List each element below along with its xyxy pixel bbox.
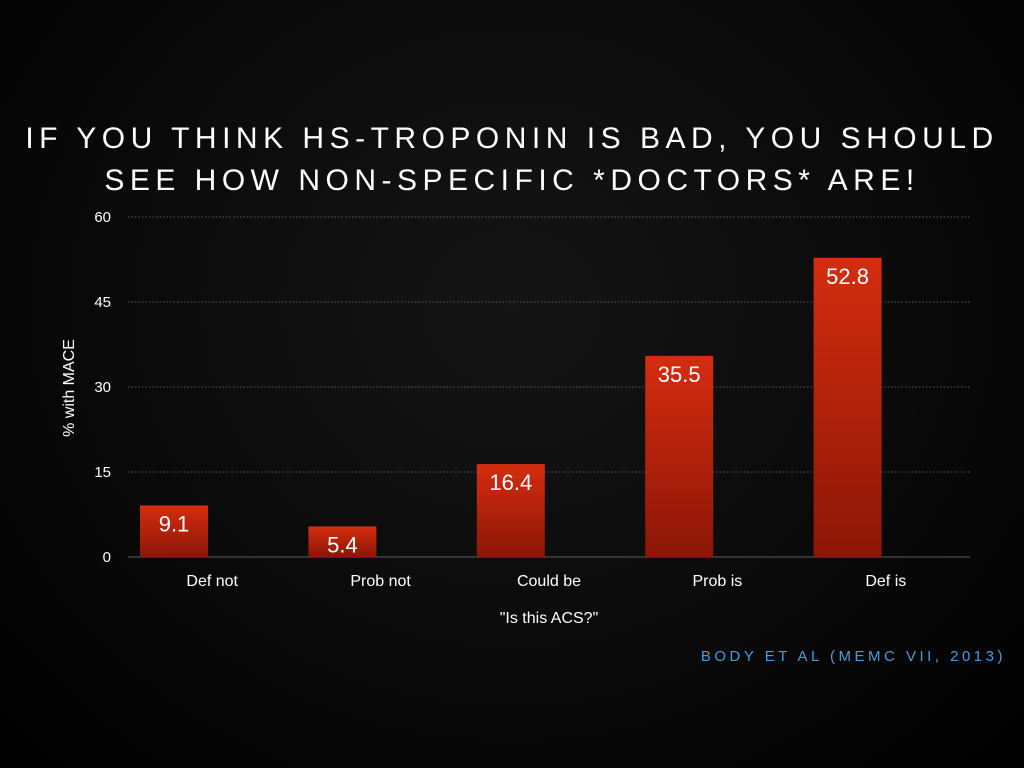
slide-title-line-1: IF YOU THINK HS-TROPONIN IS BAD, YOU SHO…: [25, 122, 999, 155]
bar: [476, 464, 545, 557]
bar-value-label: 5.4: [327, 532, 358, 557]
bar: [813, 257, 882, 557]
y-tick-label: 0: [103, 549, 111, 566]
x-tick-label: Def is: [865, 573, 906, 590]
bar-value-label: 52.8: [826, 264, 869, 289]
y-tick-label: 15: [94, 464, 111, 481]
x-tick-label: Def not: [186, 573, 238, 590]
x-tick-label: Prob not: [350, 573, 411, 590]
y-tick-label: 60: [94, 209, 111, 226]
x-tick-label: Could be: [517, 573, 581, 590]
x-tick-label: Prob is: [693, 573, 743, 590]
y-tick-label: 45: [94, 294, 111, 311]
bar: [645, 355, 714, 557]
x-axis-label: "Is this ACS?": [500, 610, 599, 627]
bar-value-label: 16.4: [489, 470, 532, 495]
slide-title-line-2: SEE HOW NON-SPECIFIC *DOCTORS* ARE!: [104, 164, 920, 197]
bar: [140, 505, 208, 557]
bar: [308, 526, 377, 557]
y-axis-label: % with MACE: [61, 339, 78, 437]
bar-value-label: 9.1: [159, 511, 190, 536]
source-citation: BODY ET AL (MEMC VII, 2013): [700, 648, 1006, 665]
y-tick-label: 30: [94, 379, 111, 396]
bar-value-label: 35.5: [658, 362, 701, 387]
slide-title: IF YOU THINK HS-TROPONIN IS BAD, YOU SHO…: [0, 118, 1024, 202]
